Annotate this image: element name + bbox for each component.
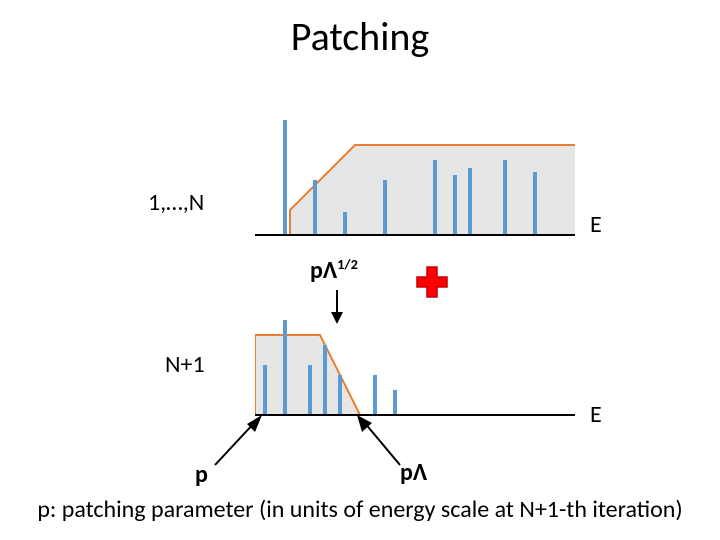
label-bot-left: N+1 [165, 350, 205, 379]
top-region [290, 145, 575, 235]
slide-title: Patching [0, 12, 720, 61]
cross-icon [415, 265, 449, 299]
top-chart [255, 120, 575, 250]
label-top-left: 1,…,N [148, 188, 204, 217]
label-p: p [195, 460, 208, 489]
p-arrow [200, 410, 280, 470]
slide-root: Patching 1,…,N E pΛ1/2 N+1 [0, 0, 720, 540]
label-top-axis-E: E [590, 210, 602, 239]
lambda-symbol: Λ [323, 256, 337, 285]
label-pLambda: pΛ [400, 458, 427, 487]
exponent-half: 1/2 [337, 255, 358, 273]
pL-lambda-symbol: Λ [413, 458, 427, 487]
bot-region [255, 335, 360, 415]
caption: p: patching parameter (in units of energ… [0, 495, 720, 524]
p-prefix: p [310, 256, 323, 285]
label-pLambda-half: pΛ1/2 [310, 255, 358, 285]
pL-prefix: p [400, 458, 413, 487]
label-bot-axis-E: E [590, 400, 602, 429]
